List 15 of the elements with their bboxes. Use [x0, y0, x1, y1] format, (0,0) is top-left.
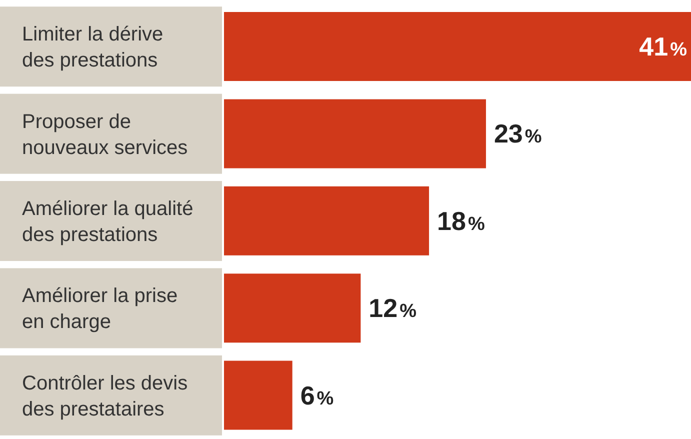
y-tick-label: Améliorer la prise en charge [22, 285, 178, 334]
data-label: 12% [368, 293, 417, 324]
bar [224, 274, 361, 343]
data-label: 41% [639, 32, 688, 62]
bar [224, 99, 486, 168]
bar [224, 12, 691, 81]
bar [224, 360, 292, 430]
bar [224, 186, 430, 256]
data-label: 6% [300, 380, 334, 410]
data-label: 23% [494, 118, 542, 149]
y-tick-label: Proposer de nouveaux services [22, 110, 188, 159]
data-label: 18% [437, 206, 485, 236]
y-tick-label: Contrôler les devis des prestataires [22, 372, 188, 420]
y-tick-label: Limiter la dérive des prestations [22, 24, 164, 72]
y-tick-label: Améliorer la qualité des prestations [22, 198, 194, 246]
